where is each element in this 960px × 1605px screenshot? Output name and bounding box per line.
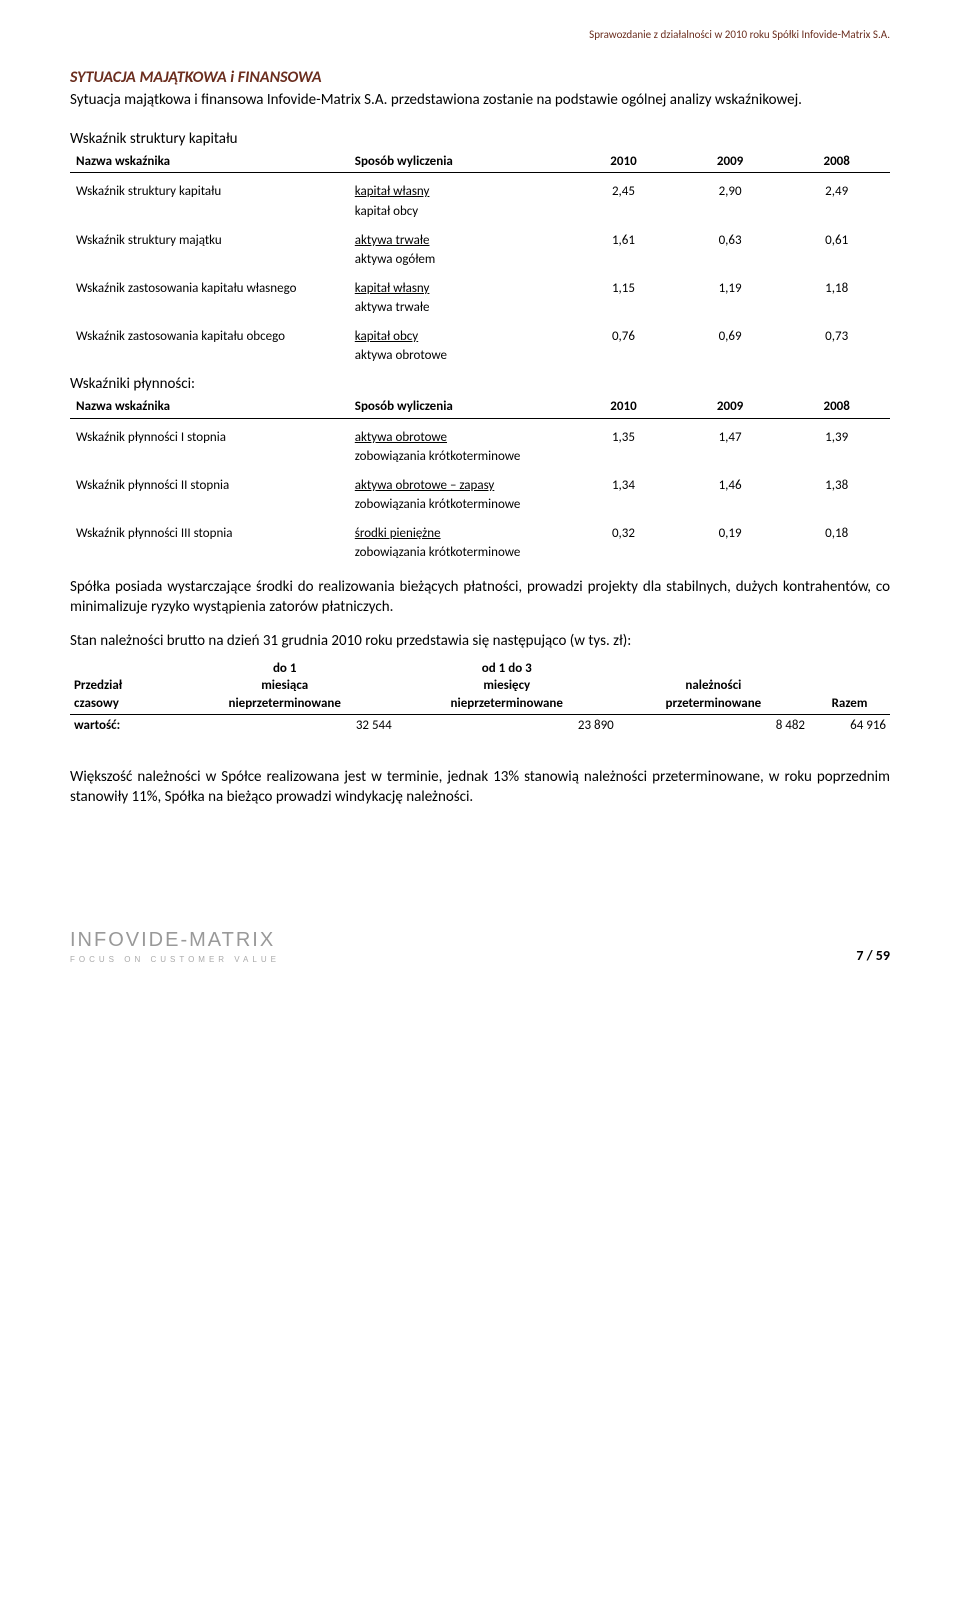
ratio-name: Wskaźnik płynności II stopnia: [70, 467, 349, 515]
formula-numerator: kapitał własny: [349, 270, 570, 299]
col-name: Nazwa wskaźnika: [70, 151, 349, 173]
table-row: Wskaźnik płynności III stopniaśrodki pie…: [70, 515, 890, 544]
paragraph-receivables-intro: Stan należności brutto na dzień 31 grudn…: [70, 631, 890, 651]
val-2008: 0,73: [783, 318, 890, 366]
table-row: Wskaźnik zastosowania kapitału obcegokap…: [70, 318, 890, 347]
page-header-note: Sprawozdanie z działalności w 2010 roku …: [70, 28, 890, 43]
col-2010: 2010: [570, 396, 677, 418]
table-row: Wskaźnik płynności I stopniaaktywa obrot…: [70, 418, 890, 447]
table-row: Wskaźnik struktury majątkuaktywa trwałe1…: [70, 222, 890, 251]
section-title: SYTUACJA MAJĄTKOWA i FINANSOWA: [70, 67, 890, 89]
col-header: do 1miesiącanieprzeterminowane: [174, 658, 396, 715]
formula-numerator: kapitał obcy: [349, 318, 570, 347]
formula-numerator: aktywa obrotowe – zapasy: [349, 467, 570, 496]
cell-value: 23 890: [396, 715, 618, 737]
col-header: Przedziałczasowy: [70, 658, 174, 715]
val-2008: 0,61: [783, 222, 890, 270]
ratio-name: Wskaźnik płynności I stopnia: [70, 418, 349, 467]
formula-denominator: kapitał obcy: [349, 202, 570, 222]
formula-numerator: aktywa obrotowe: [349, 418, 570, 447]
val-2010: 1,61: [570, 222, 677, 270]
val-2008: 1,39: [783, 418, 890, 467]
intro-paragraph: Sytuacja majątkowa i finansowa Infovide-…: [70, 90, 890, 110]
val-2008: 1,18: [783, 270, 890, 318]
val-2008: 0,18: [783, 515, 890, 563]
footer-logo: INFOVIDE-MATRIX FOCUS ON CUSTOMER VALUE: [70, 927, 280, 966]
receivables-table: Przedziałczasowydo 1miesiącanieprzetermi…: [70, 658, 890, 737]
val-2009: 1,19: [677, 270, 784, 318]
ratio-name: Wskaźnik struktury majątku: [70, 222, 349, 270]
formula-denominator: zobowiązania krótkoterminowe: [349, 495, 570, 515]
val-2010: 0,76: [570, 318, 677, 366]
table1-caption: Wskaźnik struktury kapitału: [70, 129, 890, 149]
formula-denominator: aktywa ogółem: [349, 250, 570, 270]
val-2009: 0,63: [677, 222, 784, 270]
formula-denominator: aktywa trwałe: [349, 298, 570, 318]
formula-numerator: aktywa trwałe: [349, 222, 570, 251]
ratio-name: Wskaźnik struktury kapitału: [70, 173, 349, 222]
val-2010: 1,34: [570, 467, 677, 515]
col-formula: Sposób wyliczenia: [349, 396, 570, 418]
paragraph-receivables-analysis: Większość należności w Spółce realizowan…: [70, 767, 890, 808]
col-2010: 2010: [570, 151, 677, 173]
cell-value: 8 482: [618, 715, 809, 737]
val-2010: 0,32: [570, 515, 677, 563]
val-2009: 0,69: [677, 318, 784, 366]
col-2008: 2008: [783, 151, 890, 173]
col-2009: 2009: [677, 151, 784, 173]
table-row: Wskaźnik płynności II stopniaaktywa obro…: [70, 467, 890, 496]
val-2010: 1,15: [570, 270, 677, 318]
formula-numerator: kapitał własny: [349, 173, 570, 202]
page-footer: INFOVIDE-MATRIX FOCUS ON CUSTOMER VALUE …: [70, 927, 890, 966]
capital-structure-table: Nazwa wskaźnika Sposób wyliczenia 2010 2…: [70, 151, 890, 366]
ratio-name: Wskaźnik zastosowania kapitału własnego: [70, 270, 349, 318]
cell-value: 64 916: [809, 715, 890, 737]
val-2010: 2,45: [570, 173, 677, 222]
val-2010: 1,35: [570, 418, 677, 467]
cell-value: 32 544: [174, 715, 396, 737]
val-2009: 0,19: [677, 515, 784, 563]
formula-denominator: zobowiązania krótkoterminowe: [349, 447, 570, 467]
col-2009: 2009: [677, 396, 784, 418]
val-2009: 2,90: [677, 173, 784, 222]
liquidity-table: Nazwa wskaźnika Sposób wyliczenia 2010 2…: [70, 396, 890, 563]
col-header: należnościprzeterminowane: [618, 658, 809, 715]
col-2008: 2008: [783, 396, 890, 418]
val-2009: 1,47: [677, 418, 784, 467]
table-row: Wskaźnik struktury kapitałukapitał własn…: [70, 173, 890, 202]
col-name: Nazwa wskaźnika: [70, 396, 349, 418]
col-header: Razem: [809, 658, 890, 715]
paragraph-liquidity: Spółka posiada wystarczające środki do r…: [70, 577, 890, 618]
val-2008: 1,38: [783, 467, 890, 515]
footer-tagline: FOCUS ON CUSTOMER VALUE: [70, 955, 280, 966]
table2-caption: Wskaźniki płynności:: [70, 374, 890, 394]
row-label: wartość:: [70, 715, 174, 737]
ratio-name: Wskaźnik płynności III stopnia: [70, 515, 349, 563]
val-2008: 2,49: [783, 173, 890, 222]
val-2009: 1,46: [677, 467, 784, 515]
formula-numerator: środki pieniężne: [349, 515, 570, 544]
formula-denominator: zobowiązania krótkoterminowe: [349, 543, 570, 563]
page-number: 7 / 59: [856, 947, 890, 966]
table-row: Wskaźnik zastosowania kapitału własnegok…: [70, 270, 890, 299]
col-formula: Sposób wyliczenia: [349, 151, 570, 173]
footer-brand: INFOVIDE-MATRIX: [70, 927, 280, 954]
col-header: od 1 do 3miesięcynieprzeterminowane: [396, 658, 618, 715]
ratio-name: Wskaźnik zastosowania kapitału obcego: [70, 318, 349, 366]
formula-denominator: aktywa obrotowe: [349, 346, 570, 366]
